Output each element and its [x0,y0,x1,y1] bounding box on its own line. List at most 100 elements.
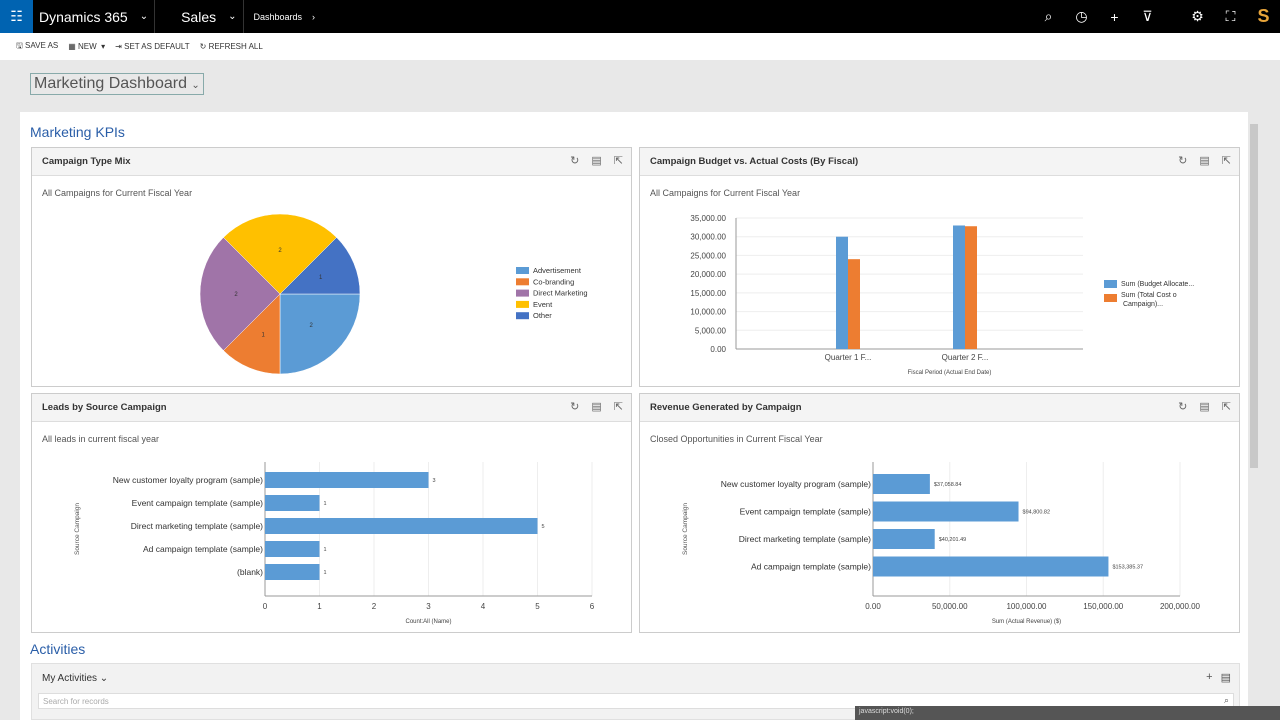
x-tick-label: 1 [317,602,322,611]
panel-subtitle: All Campaigns for Current Fiscal Year [650,188,801,198]
pie-slice[interactable] [223,293,281,375]
legend-swatch[interactable] [516,278,529,286]
pie-slice[interactable] [223,213,337,295]
category-label: (blank) [237,567,263,577]
search-icon[interactable]: ⌕ [1223,695,1229,705]
bar[interactable] [265,472,429,488]
x-tick-label: 3 [426,602,431,611]
chevron-down-icon: ⌄ [139,11,149,22]
x-tick-label: 6 [590,602,595,611]
set-default-button[interactable]: ⇥ SET AS DEFAULT [115,42,190,51]
x-tick-label: 0.00 [865,602,881,611]
legend-swatch[interactable] [1104,280,1117,288]
new-label: NEW [78,42,97,51]
pie-slice[interactable] [199,237,281,351]
pie-slice[interactable] [279,237,361,295]
pie-slice[interactable] [279,293,361,375]
set-default-label: SET AS DEFAULT [124,42,190,51]
pie-data-label: 2 [234,292,238,298]
bar-data-label: $94,800.82 [1023,510,1051,516]
bar[interactable] [265,495,320,511]
chart-panel: Campaign Budget vs. Actual Costs (By Fis… [639,147,1240,387]
chevron-down-icon: ⌄ [99,673,109,684]
legend-swatch[interactable] [516,289,529,297]
dashboard-selector[interactable]: Marketing Dashboard ⌄ [30,73,204,95]
legend-label: Co-branding [533,277,574,286]
user-avatar[interactable]: S [1257,6,1270,26]
bar[interactable] [873,529,935,549]
plus-icon[interactable]: + [1110,8,1119,25]
view-selector[interactable]: My Activities ⌄ [42,673,108,684]
category-label: New customer loyalty program (sample) [721,479,871,489]
expand-icon[interactable]: ⇱ [1221,401,1231,413]
refresh-all-label: REFRESH ALL [208,42,263,51]
bar[interactable] [873,474,930,494]
app-name[interactable]: Dynamics 365 ⌄ [33,0,156,33]
chart-panel: Campaign Type Mix ↻ ▤ ⇱ All Campaigns for … [31,147,632,387]
bar[interactable] [953,225,965,349]
bar[interactable] [265,564,320,580]
status-bar: javascript:void(0); [855,706,1280,720]
module-selector[interactable]: Sales ⌄ [155,0,244,33]
view-records-icon[interactable]: ▤ [1199,401,1210,413]
x-tick-label: 5 [535,602,540,611]
section-title-kpis: Marketing KPIs [30,124,125,140]
bar[interactable] [965,226,977,349]
search-input[interactable]: Search for records ⌕ [38,693,1234,709]
expand-icon[interactable]: ⇱ [613,155,623,167]
legend-swatch[interactable] [1104,294,1117,302]
refresh-icon[interactable]: ↻ [1178,401,1188,413]
bar[interactable] [836,236,848,349]
refresh-icon[interactable]: ↻ [570,401,580,413]
x-tick-label: 150,000.00 [1083,602,1124,611]
section-title-activities: Activities [30,641,86,657]
legend-label: Advertisement [533,266,582,275]
refresh-icon[interactable]: ↻ [1178,155,1188,167]
search-icon[interactable]: ⌕ [1044,8,1053,24]
expand-icon[interactable]: ⇱ [1221,155,1231,167]
area-breadcrumb[interactable]: Dashboards › [244,0,322,33]
dashboard-header [0,60,1280,112]
view-records-icon[interactable]: ▤ [1199,155,1210,167]
y-tick-label: 5,000.00 [695,326,727,335]
bar[interactable] [265,541,320,557]
history-icon[interactable]: ◷ [1075,8,1088,24]
view-records-icon[interactable]: ▤ [591,401,602,413]
panel-subtitle: All leads in current fiscal year [42,434,160,444]
expand-icon[interactable]: ⇱ [613,401,623,413]
add-icon[interactable]: + [1206,671,1213,683]
save-as-button[interactable]: 🖫 SAVE AS [16,40,59,50]
filter-icon[interactable]: ⊽ [1142,8,1153,24]
scrollbar[interactable] [1250,124,1258,468]
module-label: Sales [181,8,217,25]
legend-swatch[interactable] [516,267,529,274]
bar[interactable] [873,556,1109,577]
pie-data-label: 2 [309,323,313,329]
legend-swatch[interactable] [516,312,529,320]
area-label: Dashboards [253,11,303,22]
refresh-all-button[interactable]: ↻ REFRESH ALL [199,42,263,51]
grid-view-icon[interactable]: ▤ [1220,672,1231,684]
panel-subtitle: Closed Opportunities in Current Fiscal Y… [650,434,823,444]
bar[interactable] [265,518,538,534]
bar[interactable] [873,501,1019,522]
x-tick-label: 200,000.00 [1160,602,1201,611]
refresh-icon[interactable]: ↻ [570,155,580,167]
panel-subtitle: All Campaigns for Current Fiscal Year [42,188,193,198]
x-tick-label: 100,000.00 [1006,602,1047,611]
y-tick-label: 25,000.00 [690,251,726,260]
legend-swatch[interactable] [516,300,529,308]
view-records-icon[interactable]: ▤ [591,155,602,167]
panel-header: Revenue Generated by Campaign [640,394,1239,422]
gear-icon[interactable]: ⚙ [1191,8,1204,24]
category-label: Ad campaign template (sample) [143,544,263,554]
new-button[interactable]: ▦ NEW ▾ [68,42,106,51]
chart: 0.00 50,000.00 100,000.00 150,000.00 200,000… [682,462,1201,625]
panel-header: Campaign Budget vs. Actual Costs (By Fis… [640,148,1239,176]
assistant-icon[interactable]: ⛶ [1225,8,1236,24]
legend-label: Sum (Budget Allocate... [1121,281,1194,288]
y-tick-label: 30,000.00 [690,233,726,242]
bar[interactable] [848,259,860,349]
x-axis-title: Sum (Actual Revenue) ($) [992,619,1061,625]
app-launcher-icon[interactable]: ☷ [0,0,33,33]
